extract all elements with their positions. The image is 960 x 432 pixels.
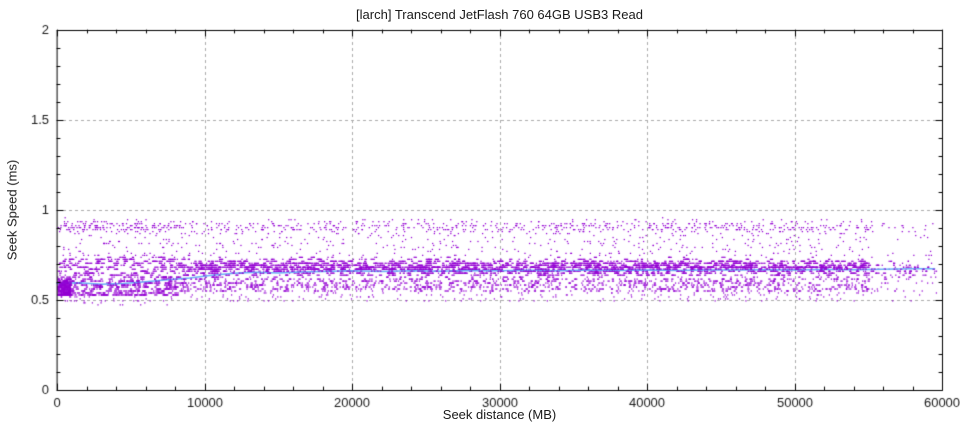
y-axis-label: Seek Speed (ms) bbox=[4, 159, 20, 261]
chart-title: [larch] Transcend JetFlash 760 64GB USB3… bbox=[356, 7, 643, 22]
x-axis-label: Seek distance (MB) bbox=[442, 407, 557, 422]
